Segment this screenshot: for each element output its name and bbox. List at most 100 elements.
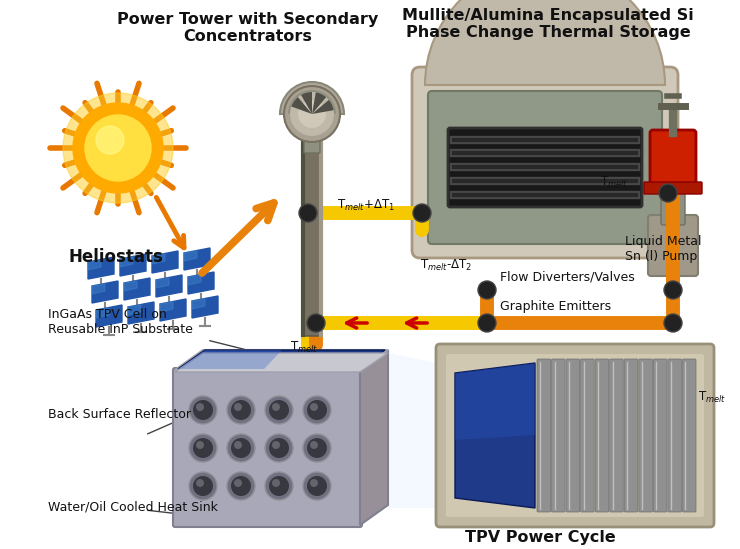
Wedge shape xyxy=(280,82,344,114)
Text: T$_{melt}$: T$_{melt}$ xyxy=(698,390,726,405)
Wedge shape xyxy=(292,97,312,114)
Circle shape xyxy=(193,400,213,420)
Polygon shape xyxy=(152,254,165,264)
FancyBboxPatch shape xyxy=(639,359,653,512)
FancyBboxPatch shape xyxy=(304,121,320,153)
Polygon shape xyxy=(388,353,450,508)
Polygon shape xyxy=(92,281,118,303)
Polygon shape xyxy=(124,278,150,300)
Circle shape xyxy=(231,400,251,420)
Circle shape xyxy=(234,441,242,449)
Circle shape xyxy=(478,314,496,332)
Circle shape xyxy=(231,476,251,496)
Wedge shape xyxy=(312,100,334,114)
Circle shape xyxy=(189,396,217,424)
Polygon shape xyxy=(88,260,101,270)
Polygon shape xyxy=(455,363,535,508)
Polygon shape xyxy=(160,302,173,312)
FancyBboxPatch shape xyxy=(412,67,678,258)
Polygon shape xyxy=(160,299,186,321)
Text: Mullite/Alumina Encapsulated Si
Phase Change Thermal Storage: Mullite/Alumina Encapsulated Si Phase Ch… xyxy=(402,8,694,41)
FancyBboxPatch shape xyxy=(566,359,579,512)
Polygon shape xyxy=(156,278,169,288)
Circle shape xyxy=(269,400,289,420)
Circle shape xyxy=(310,441,318,449)
Text: Power Tower with Secondary
Concentrators: Power Tower with Secondary Concentrators xyxy=(118,12,379,44)
Circle shape xyxy=(234,403,242,411)
Circle shape xyxy=(269,476,289,496)
FancyBboxPatch shape xyxy=(668,359,682,512)
Polygon shape xyxy=(184,248,210,270)
Polygon shape xyxy=(152,251,178,273)
Text: Flow Diverters/Valves: Flow Diverters/Valves xyxy=(500,270,635,283)
Circle shape xyxy=(96,126,124,154)
Polygon shape xyxy=(88,257,114,279)
Circle shape xyxy=(265,396,293,424)
Circle shape xyxy=(664,314,682,332)
Polygon shape xyxy=(188,275,201,285)
FancyBboxPatch shape xyxy=(537,359,551,512)
Circle shape xyxy=(265,434,293,462)
FancyBboxPatch shape xyxy=(661,181,685,225)
Circle shape xyxy=(193,476,213,496)
Circle shape xyxy=(413,204,431,222)
Text: Liquid Metal
Sn (l) Pump: Liquid Metal Sn (l) Pump xyxy=(625,235,702,263)
Polygon shape xyxy=(92,284,105,294)
Text: InGaAs TPV Cell on
Reusable InP Substrate: InGaAs TPV Cell on Reusable InP Substrat… xyxy=(48,308,193,336)
FancyBboxPatch shape xyxy=(551,359,565,512)
Wedge shape xyxy=(312,92,326,114)
Circle shape xyxy=(227,472,255,500)
Wedge shape xyxy=(288,90,336,114)
Text: TPV Power Cycle: TPV Power Cycle xyxy=(465,530,616,545)
Circle shape xyxy=(196,441,204,449)
FancyBboxPatch shape xyxy=(446,354,704,517)
FancyBboxPatch shape xyxy=(302,141,322,336)
Circle shape xyxy=(227,396,255,424)
Circle shape xyxy=(227,434,255,462)
Circle shape xyxy=(290,92,334,136)
Circle shape xyxy=(284,86,340,142)
Circle shape xyxy=(299,204,317,222)
Polygon shape xyxy=(128,302,154,324)
Circle shape xyxy=(189,472,217,500)
Circle shape xyxy=(303,434,331,462)
FancyBboxPatch shape xyxy=(173,368,362,527)
Circle shape xyxy=(664,281,682,299)
Polygon shape xyxy=(96,305,122,327)
Circle shape xyxy=(196,403,204,411)
Text: T$_{melt}$: T$_{melt}$ xyxy=(290,340,318,355)
FancyBboxPatch shape xyxy=(644,182,702,194)
Polygon shape xyxy=(192,299,205,309)
Polygon shape xyxy=(178,350,282,369)
Polygon shape xyxy=(175,353,388,372)
Circle shape xyxy=(272,441,280,449)
Text: T$_{melt}$: T$_{melt}$ xyxy=(600,175,628,190)
FancyBboxPatch shape xyxy=(653,359,667,512)
FancyBboxPatch shape xyxy=(595,359,609,512)
FancyBboxPatch shape xyxy=(428,91,662,244)
FancyBboxPatch shape xyxy=(650,130,696,191)
Polygon shape xyxy=(124,281,137,291)
Circle shape xyxy=(193,438,213,458)
Polygon shape xyxy=(156,275,182,297)
Circle shape xyxy=(73,103,163,193)
Polygon shape xyxy=(188,272,214,294)
Circle shape xyxy=(307,400,327,420)
Polygon shape xyxy=(455,363,535,440)
Text: Back Surface Reflector: Back Surface Reflector xyxy=(48,408,191,421)
Circle shape xyxy=(265,472,293,500)
Polygon shape xyxy=(178,350,385,369)
Circle shape xyxy=(196,479,204,487)
Circle shape xyxy=(303,472,331,500)
Text: Water/Oil Cooled Heat Sink: Water/Oil Cooled Heat Sink xyxy=(48,500,218,513)
Circle shape xyxy=(303,396,331,424)
Circle shape xyxy=(63,93,173,203)
Circle shape xyxy=(310,479,318,487)
Circle shape xyxy=(478,281,496,299)
Circle shape xyxy=(272,403,280,411)
Polygon shape xyxy=(175,350,388,370)
Circle shape xyxy=(85,115,151,181)
Polygon shape xyxy=(96,308,109,318)
Polygon shape xyxy=(360,350,388,525)
Circle shape xyxy=(307,314,325,332)
